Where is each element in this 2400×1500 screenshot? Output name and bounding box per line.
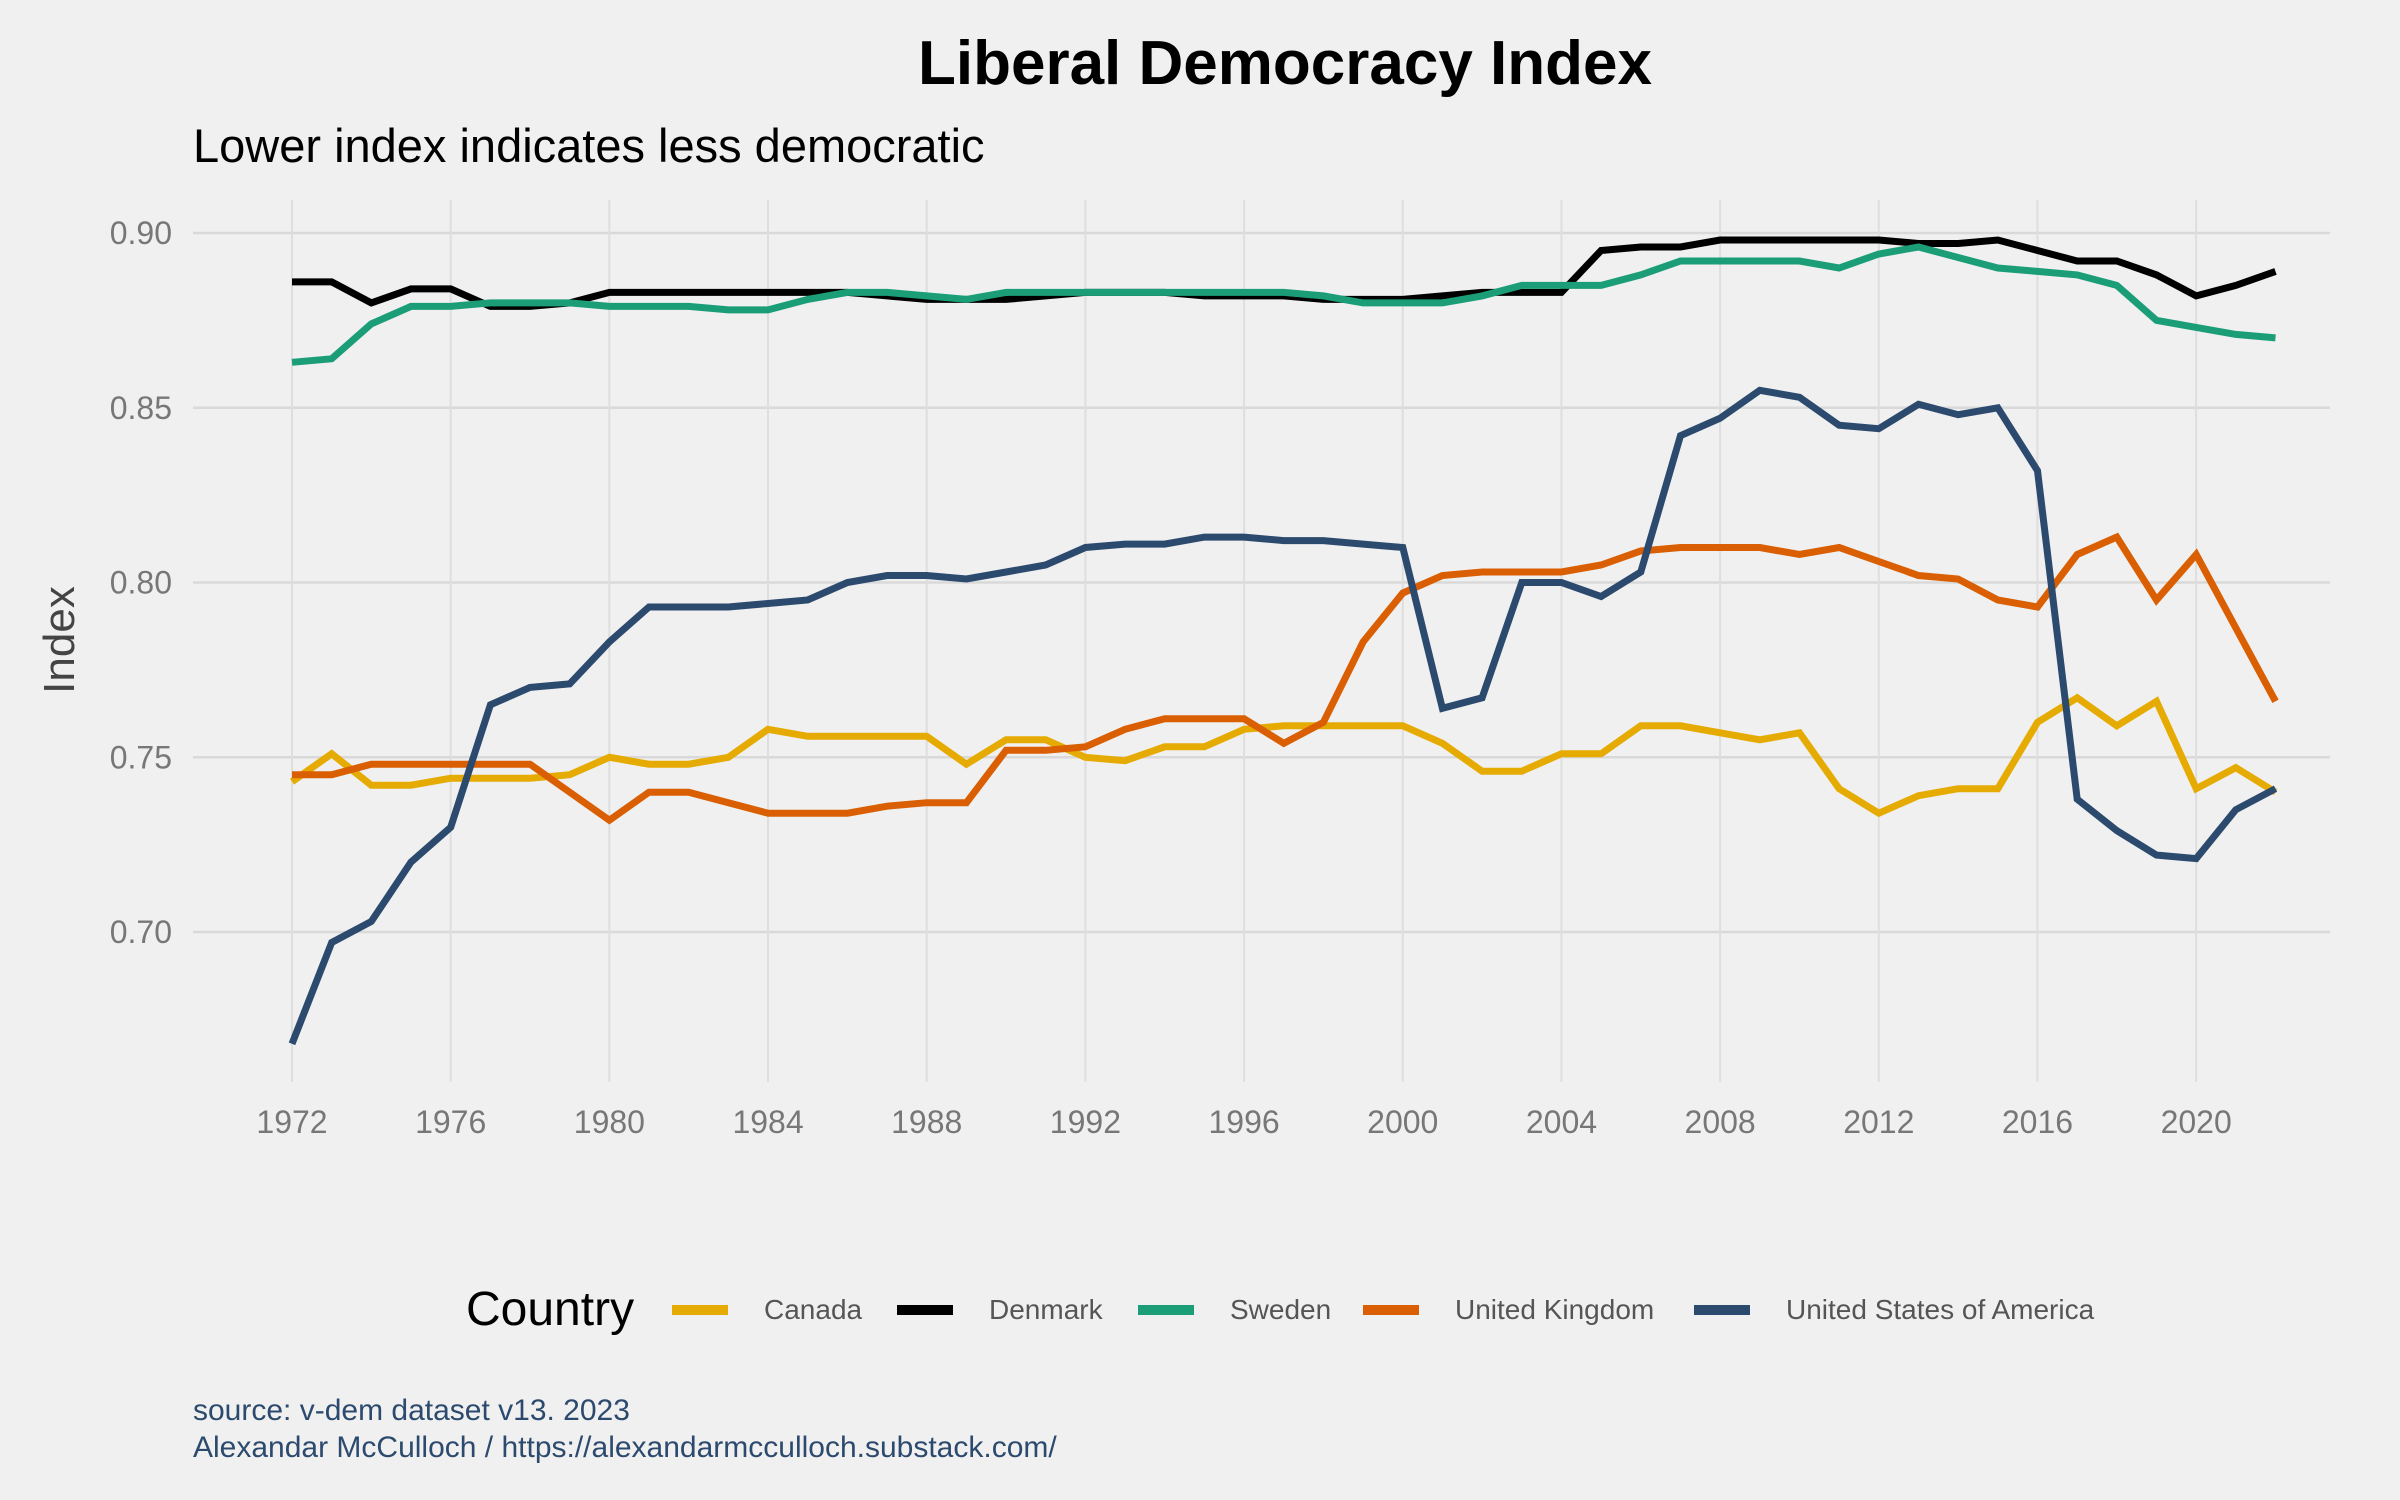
series-line-denmark bbox=[292, 236, 2277, 310]
x-tick-label: 2016 bbox=[2002, 1104, 2073, 1140]
series-line-canada bbox=[289, 693, 2278, 818]
series-line-united-states-of-america bbox=[288, 386, 2278, 1046]
x-tick-label: 2000 bbox=[1367, 1104, 1438, 1140]
x-tick-label: 1988 bbox=[891, 1104, 962, 1140]
series-line-united-kingdom bbox=[292, 532, 2279, 825]
legend-item-united-kingdom: United Kingdom bbox=[1363, 1294, 1654, 1326]
legend-label: Canada bbox=[764, 1294, 863, 1325]
legend-key bbox=[1694, 1305, 1750, 1315]
x-tick-label: 2008 bbox=[1685, 1104, 1756, 1140]
caption: source: v-dem dataset v13. 2023 Alexanda… bbox=[193, 1392, 1057, 1466]
legend-label: United Kingdom bbox=[1455, 1294, 1655, 1325]
legend-item-united-states-of-america: United States of America bbox=[1694, 1294, 2094, 1326]
y-tick-label: 0.90 bbox=[110, 215, 172, 251]
caption-author: Alexandar McCulloch / https://alexandarm… bbox=[193, 1431, 1057, 1464]
legend-label: United States of America bbox=[1786, 1294, 2095, 1325]
legend-label: Denmark bbox=[989, 1294, 1103, 1325]
x-tick-label: 1972 bbox=[256, 1104, 327, 1140]
x-tick-label: 2020 bbox=[2161, 1104, 2232, 1140]
x-tick-label: 1980 bbox=[574, 1104, 645, 1140]
x-tick-label: 1996 bbox=[1208, 1104, 1279, 1140]
legend-label: Sweden bbox=[1230, 1294, 1332, 1325]
legend-key bbox=[897, 1305, 953, 1315]
caption-source: source: v-dem dataset v13. 2023 bbox=[193, 1394, 630, 1427]
series-line-sweden bbox=[291, 243, 2276, 366]
legend-key bbox=[672, 1305, 728, 1315]
legend-item-canada: Canada bbox=[672, 1294, 862, 1326]
x-tick-label: 1976 bbox=[415, 1104, 486, 1140]
x-tick-label: 2012 bbox=[1843, 1104, 1914, 1140]
legend-key bbox=[1138, 1305, 1194, 1315]
chart-title: Liberal Democracy Index bbox=[918, 29, 1652, 98]
gridlines bbox=[193, 200, 2330, 1082]
legend-title: Country bbox=[466, 1283, 635, 1336]
x-tick-label: 2004 bbox=[1526, 1104, 1597, 1140]
y-axis-ticks: 0.70 0.75 0.80 0.85 0.90 bbox=[110, 215, 172, 950]
y-tick-label: 0.85 bbox=[110, 390, 172, 426]
series-lines bbox=[288, 236, 2279, 1046]
legend-item-sweden: Sweden bbox=[1138, 1294, 1331, 1326]
x-axis-ticks: 1972 1976 1980 1984 1988 1992 1996 2000 2004 2008… bbox=[256, 1104, 2231, 1140]
legend-key bbox=[1363, 1305, 1419, 1315]
y-tick-label: 0.75 bbox=[110, 739, 172, 775]
x-tick-label: 1992 bbox=[1050, 1104, 1121, 1140]
y-tick-label: 0.80 bbox=[110, 565, 172, 601]
chart-subtitle: Lower index indicates less democratic bbox=[193, 119, 985, 172]
legend-item-denmark: Denmark bbox=[897, 1294, 1103, 1326]
x-tick-label: 1984 bbox=[732, 1104, 803, 1140]
y-tick-label: 0.70 bbox=[110, 914, 172, 950]
